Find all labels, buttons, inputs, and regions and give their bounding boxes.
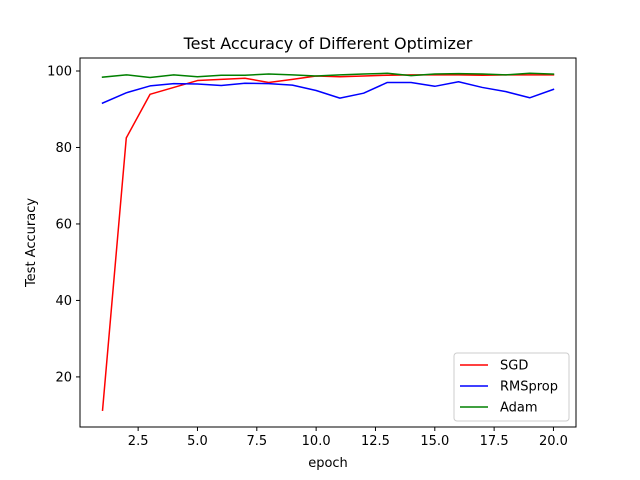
legend-box <box>453 352 570 422</box>
series-line-sgd <box>101 74 555 411</box>
legend: SGD RMSprop Adam <box>453 352 570 422</box>
x-tick-label: 7.5 <box>246 434 267 449</box>
x-tick-label: 17.5 <box>480 434 509 449</box>
y-tick-label: 100 <box>47 65 72 80</box>
legend-label-adam: Adam <box>500 401 538 416</box>
x-tick-label: 2.5 <box>128 434 149 449</box>
x-tick-label: 20.0 <box>539 434 568 449</box>
plot-frame <box>79 57 577 428</box>
y-tick-label: 40 <box>55 294 72 309</box>
y-tick-label: 80 <box>55 141 72 156</box>
y-axis: 20 40 60 80 100 <box>47 65 80 385</box>
x-axis-label: epoch <box>308 456 348 471</box>
x-axis: 2.5 5.0 7.5 10.0 12.5 15.0 17.5 20.0 <box>128 427 568 449</box>
legend-label-rmsprop: RMSprop <box>500 380 558 395</box>
y-axis-label: Test Accuracy <box>24 198 39 288</box>
chart-title: Test Accuracy of Different Optimizer <box>183 34 473 53</box>
x-tick-label: 10.0 <box>302 434 331 449</box>
x-tick-label: 12.5 <box>361 434 390 449</box>
plot-lines <box>101 72 555 411</box>
y-tick-label: 20 <box>55 370 72 385</box>
x-tick-label: 5.0 <box>187 434 208 449</box>
series-line-rmsprop <box>101 80 555 105</box>
legend-label-sgd: SGD <box>500 359 528 374</box>
x-tick-label: 15.0 <box>420 434 449 449</box>
series-line-adam <box>101 72 555 79</box>
y-tick-label: 60 <box>55 217 72 232</box>
